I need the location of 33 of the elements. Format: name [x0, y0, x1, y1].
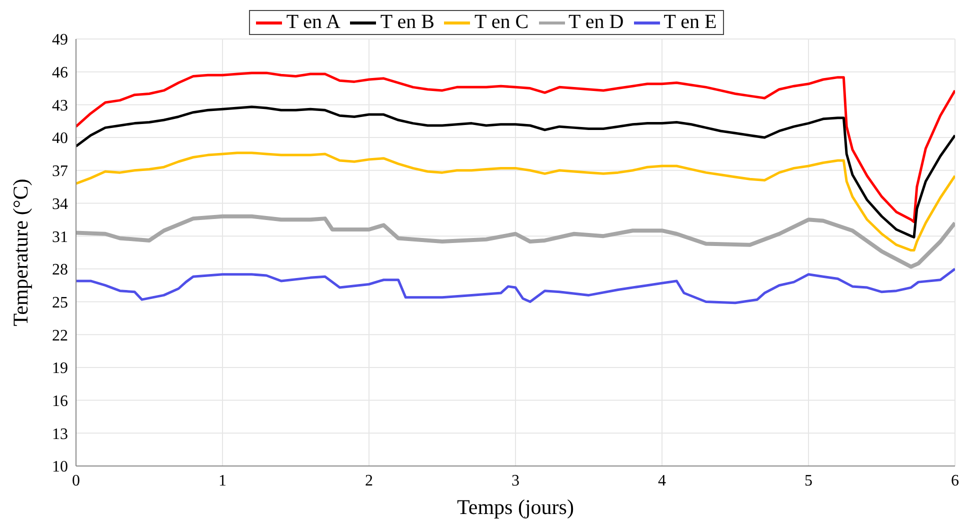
y-tick-label: 28 [52, 262, 68, 279]
y-tick-label: 25 [52, 294, 68, 312]
y-tick-label: 49 [52, 32, 68, 49]
y-tick-label: 31 [52, 228, 68, 246]
line-series [76, 106, 955, 238]
y-tick-label: 43 [52, 97, 68, 114]
y-tick-label: 10 [52, 458, 68, 476]
x-tick-label: 0 [72, 472, 80, 490]
legend-label: T en E [662, 11, 717, 34]
line-series [76, 152, 955, 252]
y-tick-label: 34 [52, 196, 68, 213]
legend-label: T en D [568, 11, 624, 34]
x-tick-label: 6 [951, 472, 959, 490]
y-tick-label: 16 [52, 392, 68, 410]
line-series [76, 268, 955, 304]
y-tick-label: 13 [52, 426, 68, 443]
y-tick-label: 46 [52, 64, 68, 82]
legend-label: T en A [285, 11, 340, 34]
x-tick-label: 3 [512, 472, 520, 490]
y-axis-title: Temperature (°C) [8, 178, 32, 326]
x-tick-label: 5 [804, 472, 812, 490]
x-axis-title: Temps (jours) [457, 495, 574, 519]
y-tick-label: 22 [52, 327, 68, 344]
x-tick-label: 4 [658, 472, 666, 490]
y-tick-label: 19 [52, 360, 68, 378]
line-series [76, 72, 955, 224]
x-tick-label: 1 [218, 472, 226, 490]
legend-label: T en C [473, 11, 529, 34]
line-series [76, 214, 955, 269]
x-tick-label: 2 [365, 472, 373, 490]
y-tick-label: 40 [52, 130, 68, 148]
legend-label: T en B [379, 11, 434, 34]
y-tick-label: 37 [52, 163, 68, 180]
